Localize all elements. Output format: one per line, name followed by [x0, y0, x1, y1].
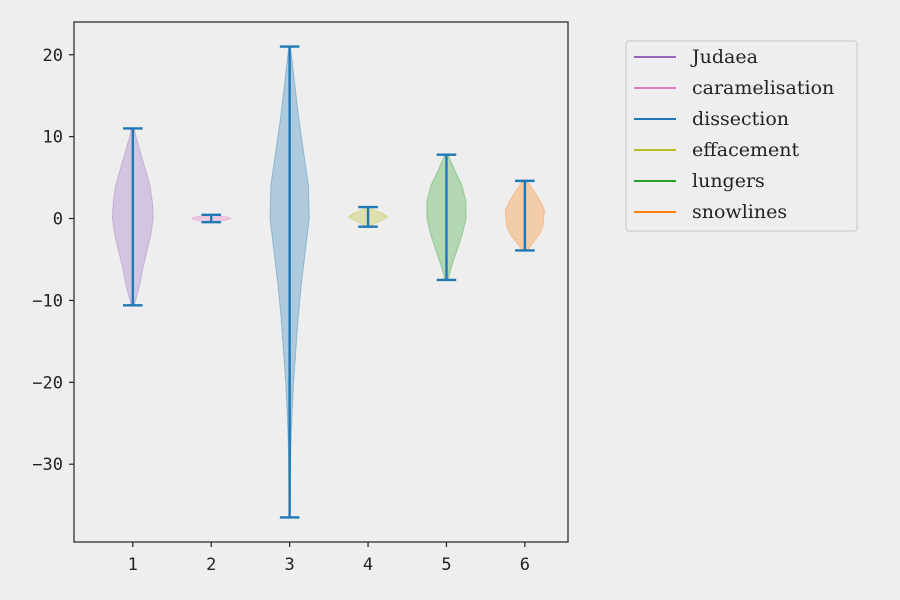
- x-tick-label: 3: [285, 555, 295, 575]
- legend-label-lungers: lungers: [692, 170, 765, 192]
- y-tick-label: −20: [32, 373, 63, 393]
- legend-label-snowlines: snowlines: [692, 201, 787, 223]
- x-tick-label: 1: [128, 555, 138, 575]
- x-tick-label: 6: [520, 555, 530, 575]
- legend-label-dissection: dissection: [692, 108, 789, 130]
- plot-area: [73, 21, 569, 543]
- y-tick-label: 10: [43, 128, 63, 148]
- x-axis: 1 2 3 4 5 6: [128, 542, 530, 575]
- x-tick-label: 2: [206, 555, 216, 575]
- x-tick-label: 4: [363, 555, 373, 575]
- stat-lines-layer: [123, 45, 535, 519]
- legend-label-caramelisation: caramelisation: [692, 77, 834, 99]
- y-tick-label: −30: [32, 455, 63, 475]
- legend-frame: [625, 40, 858, 232]
- x-tick-label: 5: [441, 555, 451, 575]
- legend: Judaea caramelisation dissection effacement…: [625, 40, 858, 232]
- y-tick-label: 20: [43, 46, 63, 66]
- y-axis: 20 10 0 −10 −20 −30: [32, 46, 74, 475]
- y-tick-label: 0: [53, 210, 63, 230]
- legend-label-effacement: effacement: [692, 139, 799, 161]
- legend-label-Judaea: Judaea: [690, 46, 758, 68]
- y-tick-label: −10: [32, 291, 63, 311]
